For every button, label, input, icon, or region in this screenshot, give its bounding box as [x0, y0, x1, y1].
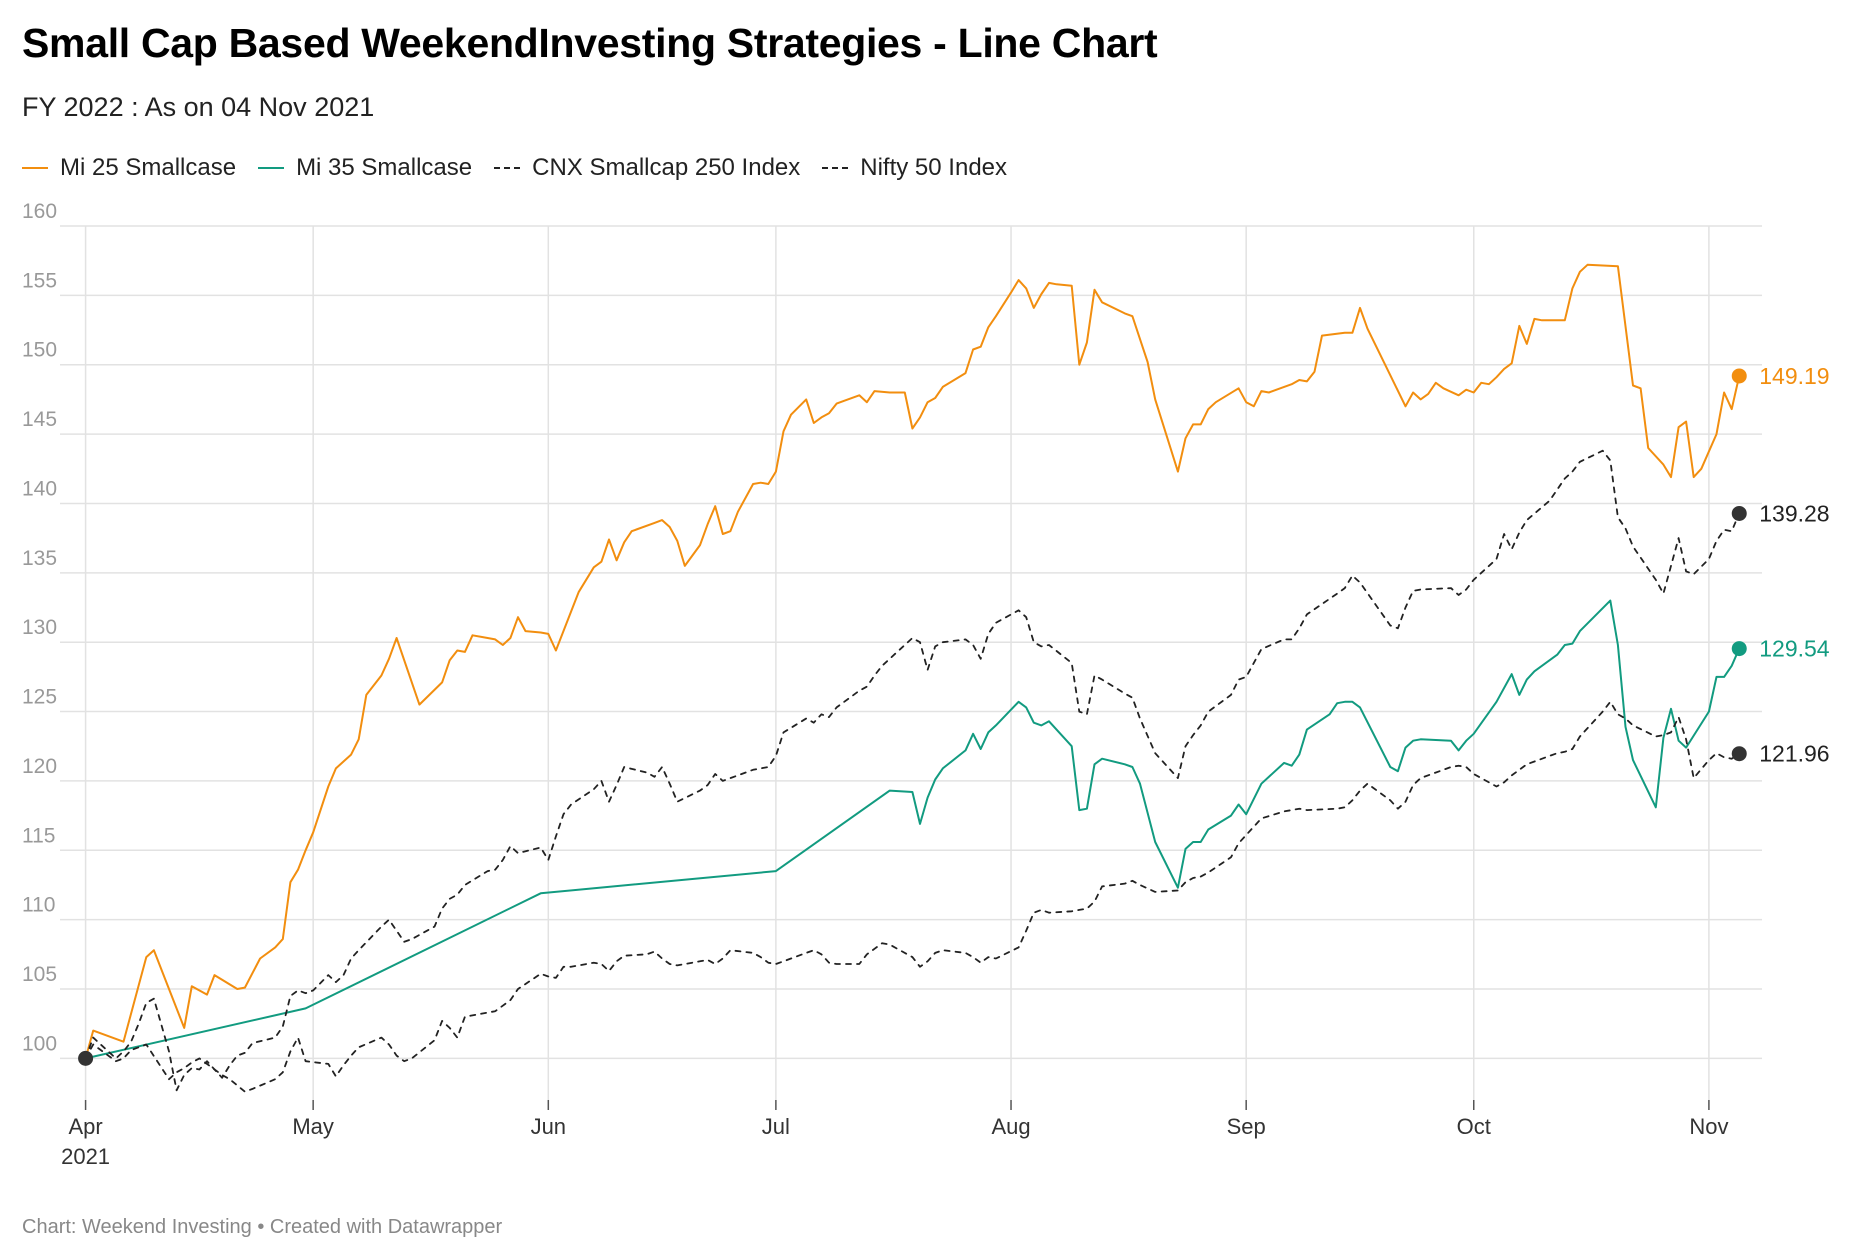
y-tick-label: 140 [22, 477, 57, 500]
y-tick-label: 130 [22, 616, 57, 639]
end-value-label-mi25: 149.19 [1759, 363, 1829, 389]
series-lines [84, 263, 1741, 1093]
y-tick-label: 150 [22, 339, 57, 362]
end-value-label-mi35: 129.54 [1759, 636, 1830, 662]
end-marker-mi25 [1731, 368, 1747, 384]
x-tick-label: May [292, 1114, 334, 1139]
x-tick-label: Aug [991, 1114, 1030, 1139]
y-tick-label: 115 [22, 824, 55, 847]
start-marker [78, 1050, 94, 1066]
y-tick-label: 155 [22, 269, 57, 292]
legend-item-cnx-smallcap[interactable]: CNX Smallcap 250 Index [494, 154, 800, 182]
legend-swatch-mi35 [258, 167, 285, 169]
chart-footer: Chart: Weekend Investing • Created with … [22, 1216, 503, 1238]
line-chart: 100 105 110 115 120 125 130 135 140 145 150 155 160 A… [22, 200, 1830, 1169]
y-tick-label: 110 [22, 894, 55, 917]
legend-label-mi35: Mi 35 Smallcase [296, 154, 473, 181]
x-tick-label: Nov [1689, 1114, 1728, 1139]
legend-swatch-nifty50 [822, 167, 849, 169]
series-line-nifty50[interactable] [84, 700, 1741, 1093]
y-tick-label: 160 [22, 200, 57, 223]
y-tick-label: 135 [22, 547, 57, 570]
y-tick-label: 125 [22, 686, 57, 709]
legend-item-mi25[interactable]: Mi 25 Smallcase [22, 154, 236, 182]
end-marker-cnx-smallcap [1731, 505, 1747, 521]
axes: 100 105 110 115 120 125 130 135 140 145 150 155 160 A… [22, 200, 1728, 1169]
legend-swatch-cnx-smallcap [494, 167, 521, 169]
y-tick-label: 105 [22, 963, 57, 986]
end-value-label-cnx-smallcap: 139.28 [1759, 500, 1829, 526]
legend-label-nifty50: Nifty 50 Index [860, 154, 1008, 181]
end-marker-mi35 [1731, 641, 1747, 657]
end-markers: 149.19 129.54 139.28 121.96 [78, 363, 1830, 1066]
x-tick-label: Oct [1457, 1114, 1491, 1139]
legend-swatch-mi25 [22, 167, 48, 169]
legend-item-nifty50[interactable]: Nifty 50 Index [822, 154, 1007, 182]
x-tick-sublabel: 2021 [61, 1144, 110, 1169]
gridlines [60, 225, 1762, 1100]
end-value-label-nifty50: 121.96 [1759, 741, 1829, 767]
y-tick-label: 100 [22, 1032, 57, 1055]
series-line-mi35[interactable] [84, 599, 1741, 1060]
legend-label-cnx-smallcap: CNX Smallcap 250 Index [532, 154, 801, 181]
chart-subtitle: FY 2022 : As on 04 Nov 2021 [22, 92, 375, 122]
legend-label-mi25: Mi 25 Smallcase [60, 154, 237, 181]
y-tick-label: 145 [22, 408, 57, 431]
series-line-cnx-smallcap[interactable] [84, 449, 1741, 1092]
x-tick-label: Jul [762, 1114, 790, 1139]
series-line-mi25[interactable] [84, 263, 1741, 1060]
y-tick-label: 120 [22, 755, 57, 778]
chart-legend: Mi 25 Smallcase Mi 35 Smallcase CNX Smal… [22, 154, 1029, 182]
x-tick-label: Jun [531, 1114, 566, 1139]
chart-title: Small Cap Based WeekendInvesting Strateg… [22, 20, 1158, 66]
end-marker-nifty50 [1731, 746, 1747, 762]
x-tick-label: Apr [68, 1114, 102, 1139]
legend-item-mi35[interactable]: Mi 35 Smallcase [258, 154, 472, 182]
x-tick-label: Sep [1227, 1114, 1266, 1139]
